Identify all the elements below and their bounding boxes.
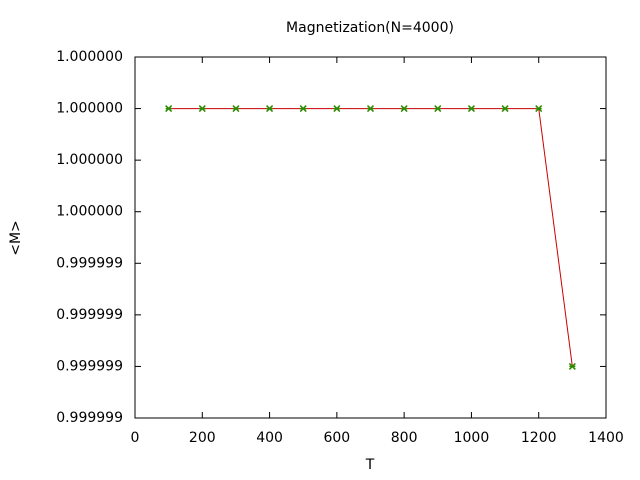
y-tick-label: 1.000000	[56, 152, 123, 168]
data-point	[198, 105, 206, 113]
x-tick-label: 200	[189, 430, 216, 446]
x-tick-label: 800	[391, 430, 418, 446]
x-axis-label: T	[365, 457, 375, 473]
data-point	[333, 105, 341, 113]
y-axis-label: <M>	[8, 220, 24, 256]
data-point	[568, 362, 576, 370]
data-point	[467, 105, 475, 113]
data-point	[501, 105, 509, 113]
data-point	[165, 105, 173, 113]
x-tick-label: 0	[131, 430, 140, 446]
y-tick-label: 0.999999	[56, 410, 123, 426]
data-point	[266, 105, 274, 113]
x-tick-label: 1400	[588, 430, 624, 446]
y-tick-label: 1.000000	[56, 204, 123, 220]
data-point	[400, 105, 408, 113]
x-tick-label: 1000	[454, 430, 490, 446]
chart-title: Magnetization(N=4000)	[286, 20, 454, 36]
data-point	[434, 105, 442, 113]
y-tick-label: 0.999999	[56, 307, 123, 323]
x-tick-label: 600	[323, 430, 350, 446]
y-tick-label: 1.000000	[56, 49, 123, 65]
data-point	[299, 105, 307, 113]
series-line	[168, 108, 573, 367]
data-point	[535, 105, 543, 113]
x-tick-label: 1200	[521, 430, 557, 446]
y-tick-label: 0.999999	[56, 358, 123, 374]
x-tick-label: 400	[256, 430, 283, 446]
data-point	[366, 105, 375, 113]
y-tick-label: 1.000000	[56, 101, 123, 117]
data-point	[232, 105, 240, 113]
plot-frame	[134, 56, 607, 419]
y-tick-label: 0.999999	[56, 255, 123, 271]
